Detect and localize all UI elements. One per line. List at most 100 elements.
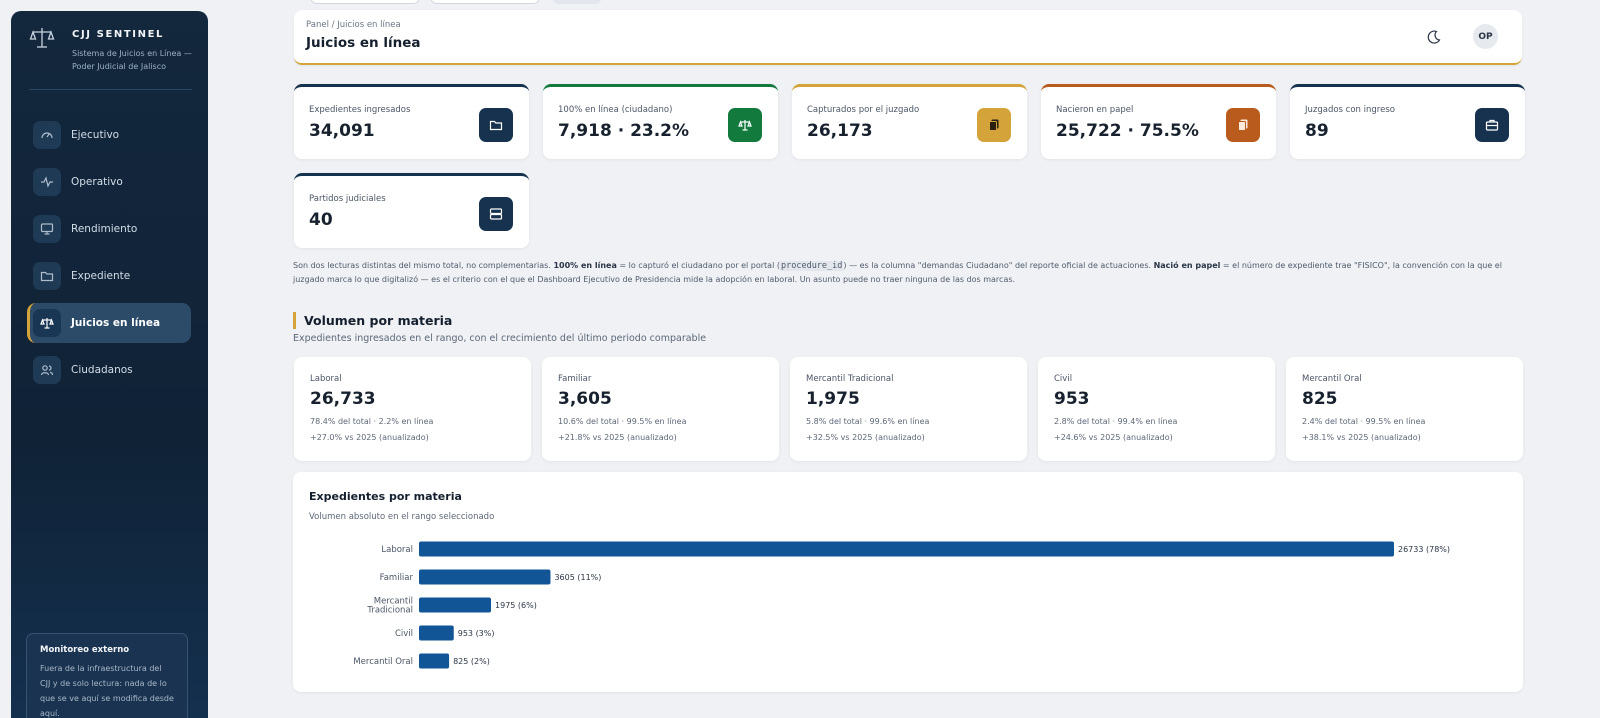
divider [29, 89, 192, 90]
materia-value: 26,733 [310, 389, 376, 409]
pulse-icon [33, 168, 61, 196]
category-label: Laboral [381, 545, 413, 555]
kpi-value: 26,173 [807, 121, 873, 141]
copy-icon [977, 108, 1011, 142]
kpi-label: Nacieron en papel [1056, 105, 1134, 115]
kpi-value: 34,091 [309, 121, 375, 141]
materia-label: Mercantil Oral [1302, 374, 1362, 384]
bar[interactable] [419, 541, 1394, 557]
sidebar-item-label: Expediente [71, 270, 131, 282]
explain-text: Son dos lecturas distintas del mismo tot… [293, 261, 554, 270]
materia-share: 5.8% del total · 99.6% en línea [806, 417, 930, 426]
materia-growth: +38.1% vs 2025 (anualizado) [1302, 433, 1421, 442]
kpi-card-nacieron-en-papel: Nacieron en papel 25,722 · 75.5% [1041, 84, 1276, 159]
explain-bold: Nació en papel [1153, 261, 1221, 270]
avatar[interactable]: OP [1473, 24, 1498, 49]
materia-growth: +21.8% vs 2025 (anualizado) [558, 433, 677, 442]
breadcrumb: Panel / Juicios en línea [306, 20, 401, 30]
scale-logo-icon [29, 28, 55, 48]
kpi-label: Expedientes ingresados [309, 105, 411, 115]
sidebar-item-ejecutivo[interactable]: Ejecutivo [27, 115, 191, 155]
bar-data-label: 3605 (11%) [554, 573, 601, 582]
materia-card-mercantil-oral: Mercantil Oral 825 2.4% del total · 99.5… [1286, 357, 1523, 461]
materia-label: Familiar [558, 374, 592, 384]
kpi-value: 40 [309, 210, 333, 230]
materia-label: Civil [1054, 374, 1073, 384]
materia-growth: +24.6% vs 2025 (anualizado) [1054, 433, 1173, 442]
note-text: Fuera de la infraestructura del CJJ y de… [40, 664, 174, 718]
bar-data-label: 825 (2%) [453, 657, 490, 666]
chart-card: Expedientes por materia Volumen absoluto… [293, 472, 1523, 692]
category-label: Mercantil Oral [353, 657, 413, 667]
sidebar-item-label: Ejecutivo [71, 129, 120, 141]
explanation-text: Son dos lecturas distintas del mismo tot… [293, 259, 1523, 286]
bar[interactable] [419, 653, 450, 669]
materia-share: 78.4% del total · 2.2% en línea [310, 417, 434, 426]
filter-control[interactable] [552, 0, 602, 4]
page-title: Juicios en línea [306, 35, 421, 51]
gauge-icon [33, 121, 61, 149]
bar-data-label: 1975 (6%) [495, 601, 537, 610]
materia-card-laboral: Laboral 26,733 78.4% del total · 2.2% en… [294, 357, 531, 461]
sidebar-item-label: Operativo [71, 176, 123, 188]
filter-control[interactable] [430, 0, 540, 4]
explain-bold: 100% en línea [553, 261, 617, 270]
bar-data-label: 953 (3%) [458, 629, 495, 638]
materia-value: 825 [1302, 389, 1338, 409]
explain-text: = el número de expediente trae "FISICO",… [293, 261, 1502, 284]
kpi-value: 25,722 · 75.5% [1056, 121, 1199, 141]
explain-code: procedure_id [779, 261, 844, 271]
bar[interactable] [419, 569, 551, 585]
filter-control[interactable] [310, 0, 420, 4]
materia-value: 3,605 [558, 389, 612, 409]
sidebar-item-rendimiento[interactable]: Rendimiento [27, 209, 191, 249]
server-icon [479, 197, 513, 231]
kpi-label: Partidos judiciales [309, 194, 386, 204]
kpi-card-expedientes-ingresados: Expedientes ingresados 34,091 [294, 84, 529, 159]
explain-text: = lo capturó el ciudadano por el portal … [616, 261, 780, 270]
sidebar-item-label: Juicios en línea [71, 317, 161, 329]
materia-label: Mercantil Tradicional [806, 374, 894, 384]
brand-name: CJJ SENTINEL [72, 29, 164, 40]
scale-icon [33, 309, 61, 337]
external-monitoring-note: Monitoreo externo Fuera de la infraestru… [26, 633, 188, 718]
bar[interactable] [419, 597, 492, 613]
materia-card-mercantil-tradicional: Mercantil Tradicional 1,975 5.8% del tot… [790, 357, 1027, 461]
section-title: Volumen por materia [293, 312, 452, 329]
page-header: Panel / Juicios en línea Juicios en líne… [294, 10, 1522, 65]
materia-growth: +32.5% vs 2025 (anualizado) [806, 433, 925, 442]
folder-icon [33, 262, 61, 290]
bar-data-label: 26733 (78%) [1398, 545, 1450, 554]
kpi-label: 100% en línea (ciudadano) [558, 105, 673, 115]
sidebar: CJJ SENTINEL Sistema de Juicios en Línea… [11, 11, 208, 718]
brand-subtitle: Sistema de Juicios en Línea — Poder Judi… [72, 49, 192, 71]
materia-growth: +27.0% vs 2025 (anualizado) [310, 433, 429, 442]
materia-label: Laboral [310, 374, 342, 384]
materia-share: 2.4% del total · 99.5% en línea [1302, 417, 1426, 426]
copy-icon [1226, 108, 1260, 142]
materia-value: 1,975 [806, 389, 860, 409]
category-label: Mercantil Tradicional [366, 597, 413, 616]
kpi-card-juzgados: Juzgados con ingreso 89 [1290, 84, 1525, 159]
explain-text: ) — es la columna "demandas Ciudadano" d… [843, 261, 1154, 270]
bar-chart: 26733 (78%) Laboral 3605 (11%) Familiar 1975… [353, 541, 1450, 669]
materia-share: 10.6% del total · 99.5% en línea [558, 417, 687, 426]
briefcase-icon [1475, 108, 1509, 142]
category-label: Familiar [380, 573, 414, 583]
note-title: Monitoreo externo [40, 645, 130, 655]
sidebar-item-operativo[interactable]: Operativo [27, 162, 191, 202]
sidebar-item-ciudadanos[interactable]: Ciudadanos [27, 350, 191, 390]
sidebar-item-juicios-en-linea[interactable]: Juicios en línea [27, 303, 191, 343]
category-label: Civil [395, 629, 413, 639]
sidebar-item-expediente[interactable]: Expediente [27, 256, 191, 296]
kpi-card-capturados: Capturados por el juzgado 26,173 [792, 84, 1027, 159]
materia-share: 2.8% del total · 99.4% en línea [1054, 417, 1178, 426]
moon-icon[interactable] [1426, 29, 1442, 45]
bar[interactable] [419, 625, 454, 641]
chart-subtitle: Volumen absoluto en el rango seleccionad… [309, 512, 495, 522]
users-icon [33, 356, 61, 384]
folder-icon [479, 108, 513, 142]
sidebar-item-label: Rendimiento [71, 223, 138, 235]
kpi-label: Capturados por el juzgado [807, 105, 920, 115]
kpi-card-en-linea: 100% en línea (ciudadano) 7,918 · 23.2% [543, 84, 778, 159]
